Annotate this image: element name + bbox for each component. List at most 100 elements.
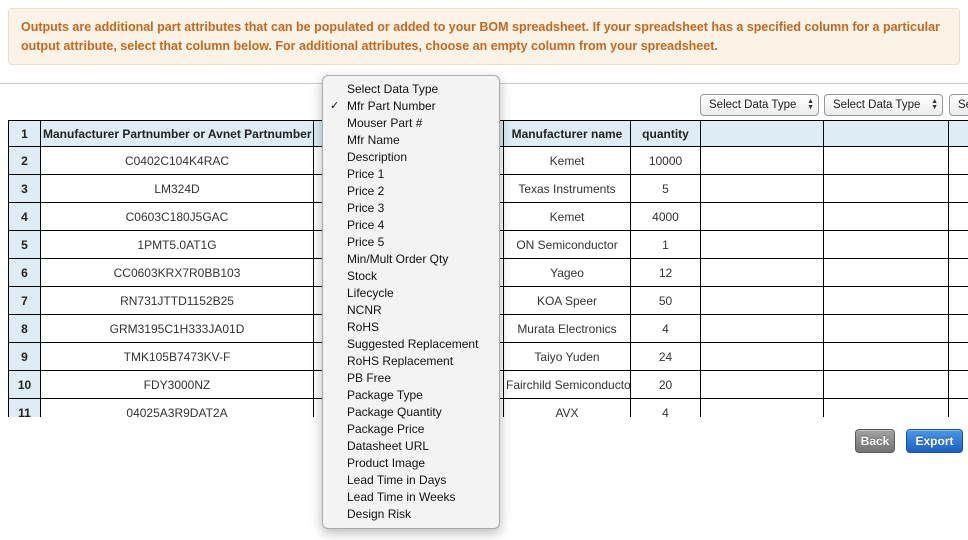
row-number-cell: 4 <box>8 202 41 231</box>
header-row-number: 1 <box>8 120 41 147</box>
empty-cell <box>700 230 824 259</box>
empty-cell <box>948 174 968 203</box>
empty-cell <box>700 370 824 399</box>
dropdown-menu-item[interactable]: Price 1 <box>347 167 385 181</box>
empty-cell <box>948 398 968 417</box>
dropdown-menu-item[interactable]: Min/Mult Order Qty <box>347 252 449 266</box>
dropdown-menu-item[interactable]: Mfr Name <box>347 133 400 147</box>
row-number-cell: 2 <box>8 146 41 175</box>
quantity-cell: 4 <box>630 314 701 343</box>
quantity-cell: 50 <box>630 286 701 315</box>
manufacturer-cell: Fairchild Semiconductor <box>503 370 631 399</box>
column-select-3[interactable]: Select Data Type ▲▼ <box>949 94 968 116</box>
quantity-cell: 10000 <box>630 146 701 175</box>
empty-cell <box>823 398 949 417</box>
back-button[interactable]: Back <box>855 429 895 453</box>
part-number-cell: 04025A3R9DAT2A <box>40 398 314 417</box>
part-number-cell: C0402C104K4RAC <box>40 146 314 175</box>
empty-cell <box>948 146 968 175</box>
dropdown-menu-item[interactable]: Suggested Replacement <box>347 337 479 351</box>
dropdown-menu-item[interactable]: RoHS Replacement <box>347 354 454 368</box>
empty-cell <box>948 202 968 231</box>
dropdown-menu-item[interactable]: Lead Time in Days <box>347 473 447 487</box>
manufacturer-cell: Kemet <box>503 202 631 231</box>
dropdown-menu-item[interactable]: Lifecycle <box>347 286 394 300</box>
row-number-cell: 5 <box>8 230 41 259</box>
dropdown-menu-item[interactable]: Mouser Part # <box>347 116 423 130</box>
empty-cell <box>700 286 824 315</box>
manufacturer-cell: ON Semiconductor <box>503 230 631 259</box>
empty-cell <box>948 314 968 343</box>
manufacturer-cell: KOA Speer <box>503 286 631 315</box>
empty-cell <box>948 286 968 315</box>
column-select-2[interactable]: Select Data Type ▲ ▼ <box>824 94 943 116</box>
quantity-cell: 24 <box>630 342 701 371</box>
header-part-number: Manufacturer Partnumber or Avnet Partnum… <box>40 120 314 147</box>
dropdown-menu-item[interactable]: Datasheet URL <box>347 439 430 453</box>
empty-cell <box>700 174 824 203</box>
empty-cell <box>948 230 968 259</box>
part-number-cell: 1PMT5.0AT1G <box>40 230 314 259</box>
column-select-1[interactable]: Select Data Type ▲ ▼ <box>700 94 819 116</box>
quantity-cell: 1 <box>630 230 701 259</box>
dropdown-menu-item[interactable]: RoHS <box>347 320 380 334</box>
quantity-cell: 20 <box>630 370 701 399</box>
dropdown-menu-item[interactable]: Select Data Type <box>347 82 439 96</box>
manufacturer-cell: Texas Instruments <box>503 174 631 203</box>
empty-cell <box>948 342 968 371</box>
dropdown-menu-item[interactable]: Price 3 <box>347 201 385 215</box>
dropdown-menu-item[interactable]: Stock <box>347 269 378 283</box>
part-number-cell: RN731JTTD1152B25 <box>40 286 314 315</box>
header-manufacturer-name: Manufacturer name <box>503 120 631 147</box>
dropdown-menu-item[interactable]: Price 2 <box>347 184 385 198</box>
row-number-cell: 7 <box>8 286 41 315</box>
row-number-cell: 3 <box>8 174 41 203</box>
row-number-cell: 8 <box>8 314 41 343</box>
dropdown-menu-item[interactable]: Design Risk <box>347 507 412 521</box>
row-number-cell: 6 <box>8 258 41 287</box>
empty-cell <box>823 286 949 315</box>
dropdown-menu-item[interactable]: Package Price <box>347 422 425 436</box>
dropdown-menu-item[interactable]: ✓ Mfr Part Number <box>330 99 436 113</box>
dropdown-menu-item[interactable]: Price 4 <box>347 218 385 232</box>
empty-cell <box>823 342 949 371</box>
empty-cell <box>823 314 949 343</box>
row-number-cell: 10 <box>8 370 41 399</box>
dropdown-menu-item[interactable]: Package Quantity <box>347 405 442 419</box>
header-empty-column <box>823 120 949 147</box>
header-empty-column <box>700 120 824 147</box>
dropdown-menu-item[interactable]: PB Free <box>347 371 392 385</box>
header-quantity: quantity <box>630 120 701 147</box>
dropdown-menu-item[interactable]: Price 5 <box>347 235 385 249</box>
manufacturer-cell: AVX <box>503 398 631 417</box>
dropdown-menu-item[interactable]: Package Type <box>347 388 423 402</box>
part-number-cell: GRM3195C1H333JA01D <box>40 314 314 343</box>
part-number-cell: C0603C180J5GAC <box>40 202 314 231</box>
dropdown-menu-item[interactable]: Product Image <box>347 456 426 470</box>
manufacturer-cell: Yageo <box>503 258 631 287</box>
manufacturer-cell: Kemet <box>503 146 631 175</box>
row-number-cell: 11 <box>8 398 41 417</box>
empty-cell <box>700 342 824 371</box>
data-type-dropdown-menu: Select Data Type ✓ Mfr Part Number Mouser P… <box>322 75 500 529</box>
manufacturer-cell: Murata Electronics <box>503 314 631 343</box>
empty-cell <box>823 230 949 259</box>
empty-cell <box>700 146 824 175</box>
quantity-cell: 12 <box>630 258 701 287</box>
select-arrows-icon: ▲ ▼ <box>807 98 814 111</box>
header-empty-column <box>948 120 968 147</box>
empty-cell <box>823 370 949 399</box>
quantity-cell: 4 <box>630 398 701 417</box>
export-button[interactable]: Export <box>906 429 963 453</box>
manufacturer-cell: Taiyo Yuden <box>503 342 631 371</box>
part-number-cell: TMK105B7473KV-F <box>40 342 314 371</box>
dropdown-menu-item[interactable]: Description <box>347 150 408 164</box>
info-banner: Outputs are additional part attributes t… <box>8 8 960 65</box>
dropdown-menu-item[interactable]: Lead Time in Weeks <box>347 490 456 504</box>
part-number-cell: LM324D <box>40 174 314 203</box>
empty-cell <box>700 202 824 231</box>
empty-cell <box>700 258 824 287</box>
dropdown-menu-item[interactable]: NCNR <box>347 303 382 317</box>
part-number-cell: CC0603KRX7R0BB103 <box>40 258 314 287</box>
empty-cell <box>948 258 968 287</box>
